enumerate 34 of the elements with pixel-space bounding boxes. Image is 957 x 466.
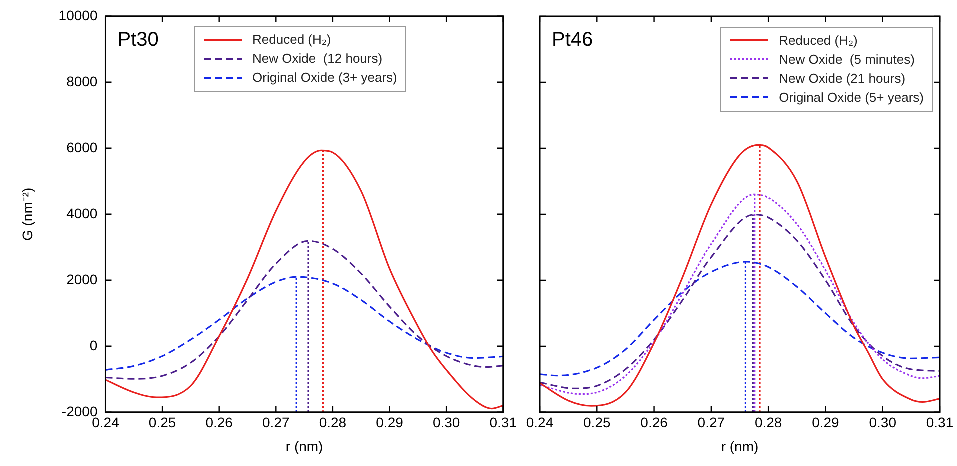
x-tick-label: 0.24 <box>526 414 554 431</box>
legend-label: Original Oxide (5+ years) <box>779 88 924 106</box>
x-tick-label: 0.29 <box>812 414 840 431</box>
x-tick-label: 0.27 <box>262 414 290 431</box>
x-tick-label: 0.30 <box>432 414 460 431</box>
legend-label: Reduced (H₂) <box>252 31 332 50</box>
x-tick-label: 0.27 <box>698 414 726 431</box>
x-axis-title: r (nm) <box>721 438 759 454</box>
x-tick-label: 0.28 <box>754 414 782 431</box>
annotation: Pt46 <box>552 29 594 52</box>
x-tick-label: 0.31 <box>490 414 518 431</box>
x-tick-label: 0.29 <box>376 414 404 431</box>
y-axis-title: G (nm⁻²) <box>19 188 36 242</box>
legend-label: New Oxide (21 hours) <box>779 70 906 88</box>
y-tick-label: 8000 <box>66 73 98 90</box>
x-tick-label: 0.26 <box>640 414 668 431</box>
y-tick-label: 6000 <box>66 139 98 156</box>
x-tick-label: 0.26 <box>206 414 234 431</box>
annotation: Pt30 <box>118 28 159 51</box>
y-tick-label: 4000 <box>66 205 98 222</box>
legend-label: New Oxide (5 minutes) <box>779 50 915 68</box>
legend-label: Original Oxide (3+ years) <box>252 69 398 88</box>
y-tick-label: -2000 <box>62 403 98 420</box>
x-tick-label: 0.28 <box>319 414 347 431</box>
y-tick-label: 0 <box>90 337 98 354</box>
x-axis-title: r (nm) <box>286 438 324 454</box>
x-tick-label: 0.25 <box>584 414 611 431</box>
x-tick-label: 0.25 <box>148 414 176 431</box>
y-tick-label: 10000 <box>58 7 98 24</box>
x-tick-label: 0.30 <box>869 414 897 431</box>
x-tick-label: 0.31 <box>926 414 954 431</box>
legend-label: New Oxide (12 hours) <box>252 50 383 68</box>
legend-label: Reduced (H₂) <box>779 32 858 50</box>
y-tick-label: 2000 <box>66 271 98 288</box>
